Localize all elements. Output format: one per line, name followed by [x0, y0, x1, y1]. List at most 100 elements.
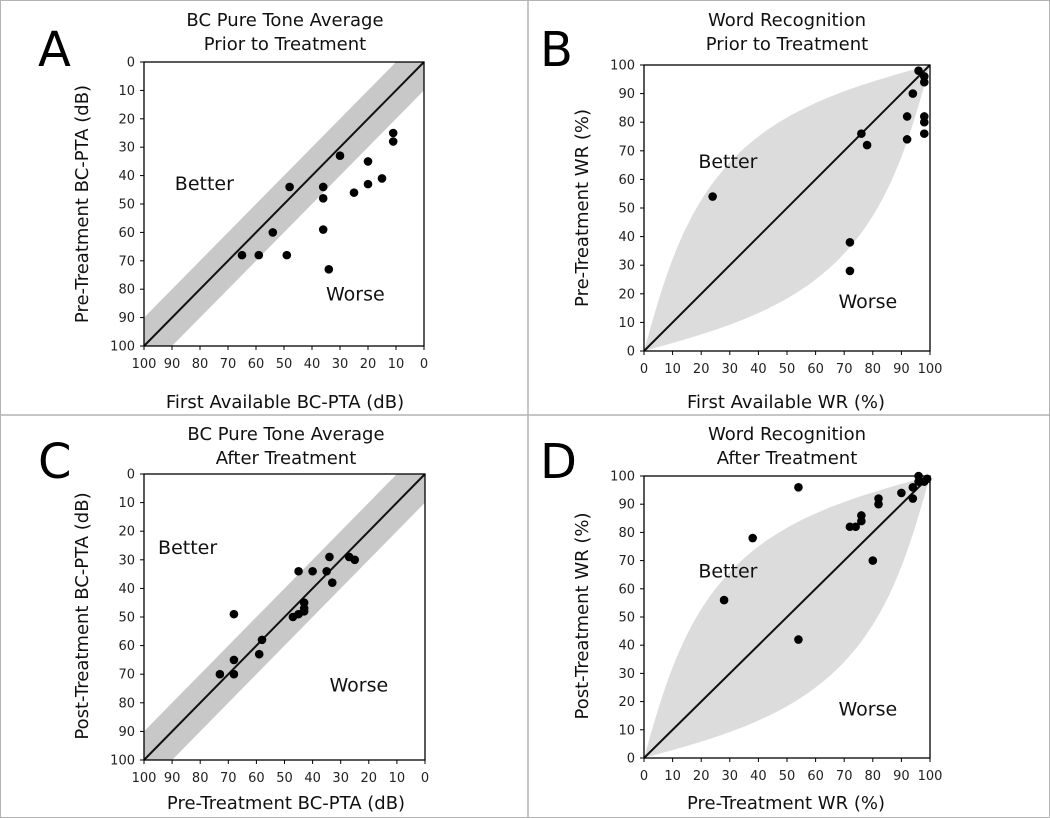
panel-d-x-tick-label: 30 — [722, 769, 739, 784]
panel-a-data-point — [363, 179, 373, 189]
panel-d-letter: D — [540, 434, 577, 490]
panel-a-annotation-worse: Worse — [326, 284, 385, 306]
panel-d-y-tick-label: 70 — [618, 554, 635, 569]
panel-d-x-tick-label: 70 — [836, 769, 853, 784]
panel-a-y-tick-label: 0 — [127, 56, 135, 71]
panel-d-annotation-better: Better — [698, 561, 757, 583]
panel-b-annotation-better: Better — [698, 151, 757, 173]
panel-b-annotation-worse: Worse — [838, 291, 897, 313]
panel-c-x-tick-label: 10 — [389, 771, 406, 786]
panel-a-y-tick-label: 70 — [118, 254, 135, 269]
panel-b-x-tick-label: 30 — [722, 362, 739, 377]
panel-c-data-point — [327, 578, 337, 587]
panel-b-identity-line — [643, 64, 931, 352]
panel-d-y-tick-label: 90 — [618, 498, 635, 513]
panel-b-letter: B — [540, 22, 573, 78]
panel-d-x-tick-label: 80 — [865, 769, 882, 784]
panel-c-title-line-2: After Treatment — [216, 448, 357, 469]
panel-a-data-point — [318, 225, 328, 234]
panel-b-x-tick-label: 10 — [664, 362, 681, 377]
panel-b-y-tick-label: 50 — [618, 202, 635, 217]
panel-c-annotation-better: Better — [158, 537, 217, 559]
panel-c-identity-line — [143, 473, 426, 761]
panel-c: C BC Pure Tone Average After Treatment P… — [38, 424, 429, 814]
panel-c-y-axis-label: Post-Treatment BC-PTA (dB) — [72, 492, 93, 739]
panel-a: A BC Pure Tone Average Prior to Treatmen… — [38, 10, 428, 413]
panel-b-x-tick-label: 40 — [750, 362, 767, 377]
panel-a-title-line-1: BC Pure Tone Average — [186, 10, 383, 31]
panel-c-y-tick-label: 30 — [118, 553, 135, 568]
panel-b-data-point — [919, 117, 929, 127]
panel-c-y-tick-label: 80 — [118, 696, 135, 711]
panel-c-y-tick-label: 90 — [118, 725, 135, 740]
panel-a-x-tick-label: 80 — [192, 357, 209, 372]
panel-a-data-point — [363, 157, 373, 166]
panel-c-data-point — [294, 566, 303, 576]
panel-c-title-line-1: BC Pure Tone Average — [187, 424, 384, 445]
panel-c-y-tick-label: 0 — [127, 468, 135, 483]
panel-a-y-tick-label: 10 — [118, 84, 135, 99]
panel-b: B Word Recognition Prior to Treatment Fi… — [540, 10, 942, 413]
panel-d-y-tick-label: 50 — [618, 611, 635, 626]
panel-b-title-line-2: Prior to Treatment — [706, 34, 868, 55]
panel-a-data-point — [268, 228, 278, 237]
panel-c-data-point — [322, 566, 331, 576]
panel-b-x-tick-label: 80 — [865, 362, 882, 377]
panel-a-x-tick-label: 0 — [420, 357, 428, 372]
panel-c-x-tick-label: 20 — [361, 771, 378, 786]
panel-b-y-tick-label: 70 — [618, 144, 635, 159]
panel-d-x-tick-label: 10 — [664, 769, 681, 784]
panel-c-x-tick-label: 60 — [248, 771, 265, 786]
panel-c-x-tick-label: 90 — [164, 771, 181, 786]
panel-c-y-tick-label: 60 — [118, 639, 135, 654]
panel-c-x-tick-label: 100 — [132, 771, 157, 786]
panel-b-y-tick-label: 10 — [618, 316, 635, 331]
panel-c-y-tick-label: 20 — [118, 525, 135, 540]
panel-a-y-tick-label: 80 — [118, 283, 135, 298]
panel-b-data-point — [914, 66, 923, 76]
panel-a-data-point — [324, 265, 334, 274]
panel-d-y-tick-label: 30 — [618, 667, 635, 682]
panel-c-y-tick-label: 70 — [118, 668, 135, 683]
panel-b-y-tick-label: 90 — [618, 87, 635, 102]
panel-a-identity-line — [143, 61, 425, 347]
panel-c-x-tick-label: 70 — [220, 771, 237, 786]
panel-d-data-point — [922, 474, 932, 484]
panel-d-x-axis-label: Pre-Treatment WR (%) — [687, 793, 885, 814]
panel-c-data-point — [308, 566, 317, 576]
panel-d-data-point — [794, 482, 803, 492]
panel-b-x-tick-label: 70 — [836, 362, 853, 377]
panel-a-data-point — [318, 182, 328, 192]
panel-b-y-tick-label: 100 — [610, 59, 635, 74]
panel-a-x-tick-label: 90 — [164, 357, 181, 372]
panel-a-data-point — [254, 250, 264, 260]
panel-d-x-tick-label: 50 — [779, 769, 796, 784]
panel-d-y-axis-label: Post-Treatment WR (%) — [572, 513, 593, 720]
panel-a-data-point — [318, 194, 328, 203]
panel-b-data-point — [845, 238, 855, 247]
panel-d-y-tick-label: 0 — [627, 752, 635, 767]
panel-c-data-point — [257, 635, 267, 645]
panel-b-data-point — [908, 89, 918, 98]
panel-d-x-tick-label: 20 — [693, 769, 710, 784]
panel-c-data-point — [215, 669, 225, 679]
panel-d-data-point — [857, 511, 866, 520]
panel-b-y-tick-label: 0 — [627, 345, 635, 360]
panel-a-data-point — [335, 151, 345, 161]
panel-a-y-tick-label: 60 — [118, 226, 135, 241]
panel-b-x-tick-label: 50 — [779, 362, 796, 377]
panel-d-y-tick-label: 60 — [618, 582, 635, 597]
panel-b-plot: 0 10 20 30 40 50 60 70 80 90 100 0 10 20 30 40 50 60 70 80 9… — [610, 59, 942, 378]
panel-b-x-tick-label: 20 — [693, 362, 710, 377]
panel-a-x-tick-label: 50 — [276, 357, 293, 372]
panel-c-x-tick-label: 80 — [192, 771, 209, 786]
panel-a-plot: 100 90 80 70 60 50 40 30 20 10 0010203040506070809… — [110, 56, 428, 373]
panel-b-x-tick-label: 90 — [893, 362, 910, 377]
panel-d-x-tick-label: 40 — [750, 769, 767, 784]
panel-c-x-tick-label: 0 — [421, 771, 429, 786]
panel-d-data-point — [851, 522, 860, 532]
panel-d-plot: 0 10 20 30 40 50 60 70 80 90 100 0 10 20 30 40 50 60 70 80 9… — [610, 470, 942, 785]
panel-a-data-point — [377, 174, 387, 183]
panel-d-data-point — [908, 494, 918, 503]
